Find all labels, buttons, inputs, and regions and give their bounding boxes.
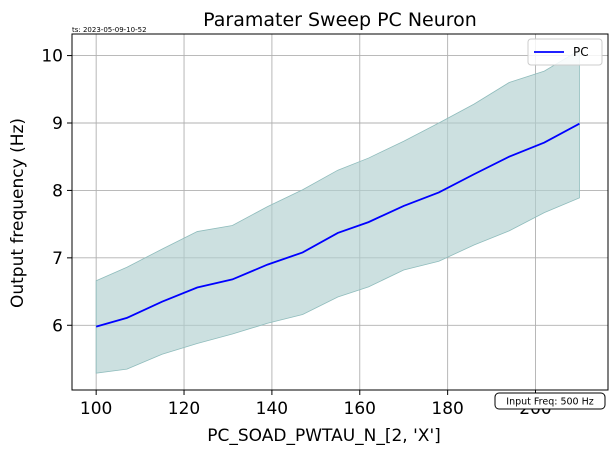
plot-area-frame	[71, 33, 609, 391]
confidence-band	[95, 49, 580, 374]
badge-box	[494, 392, 606, 410]
x-tick-label: 100	[80, 399, 112, 419]
x-tick-label: 120	[168, 399, 200, 419]
y-tick-label: 6	[52, 316, 63, 336]
badge-text: Input Freq: 500 Hz	[506, 397, 593, 408]
series-line-pc	[95, 122, 580, 328]
confidence-band-layer	[95, 49, 580, 374]
series-line-layer	[95, 122, 580, 328]
legend-label-pc: PC	[573, 45, 589, 59]
x-tick-label: 180	[431, 399, 463, 419]
chart-title: Paramater Sweep PC Neuron	[203, 9, 477, 31]
legend-box	[527, 38, 603, 66]
y-tick-label: 8	[52, 181, 63, 201]
x-axis-label: PC_SOAD_PWTAU_N_[2, 'X']	[207, 426, 441, 446]
timestamp-label: ts: 2023-05-09-10-52	[72, 26, 147, 34]
y-tick-label: 7	[52, 249, 63, 269]
x-axis-ticks: 100120140160180200	[80, 390, 552, 419]
y-axis-ticks: 6 7 8 9 10	[41, 47, 72, 336]
y-axis-label: Output frequency (Hz)	[8, 118, 28, 308]
input-frequency-badge: Input Freq: 500 Hz	[494, 392, 606, 410]
x-tick-label: 160	[344, 399, 376, 419]
y-tick-label: 9	[52, 114, 63, 134]
y-tick-label: 10	[41, 47, 63, 67]
legend: PC	[527, 38, 603, 66]
x-tick-label: 140	[256, 399, 288, 419]
